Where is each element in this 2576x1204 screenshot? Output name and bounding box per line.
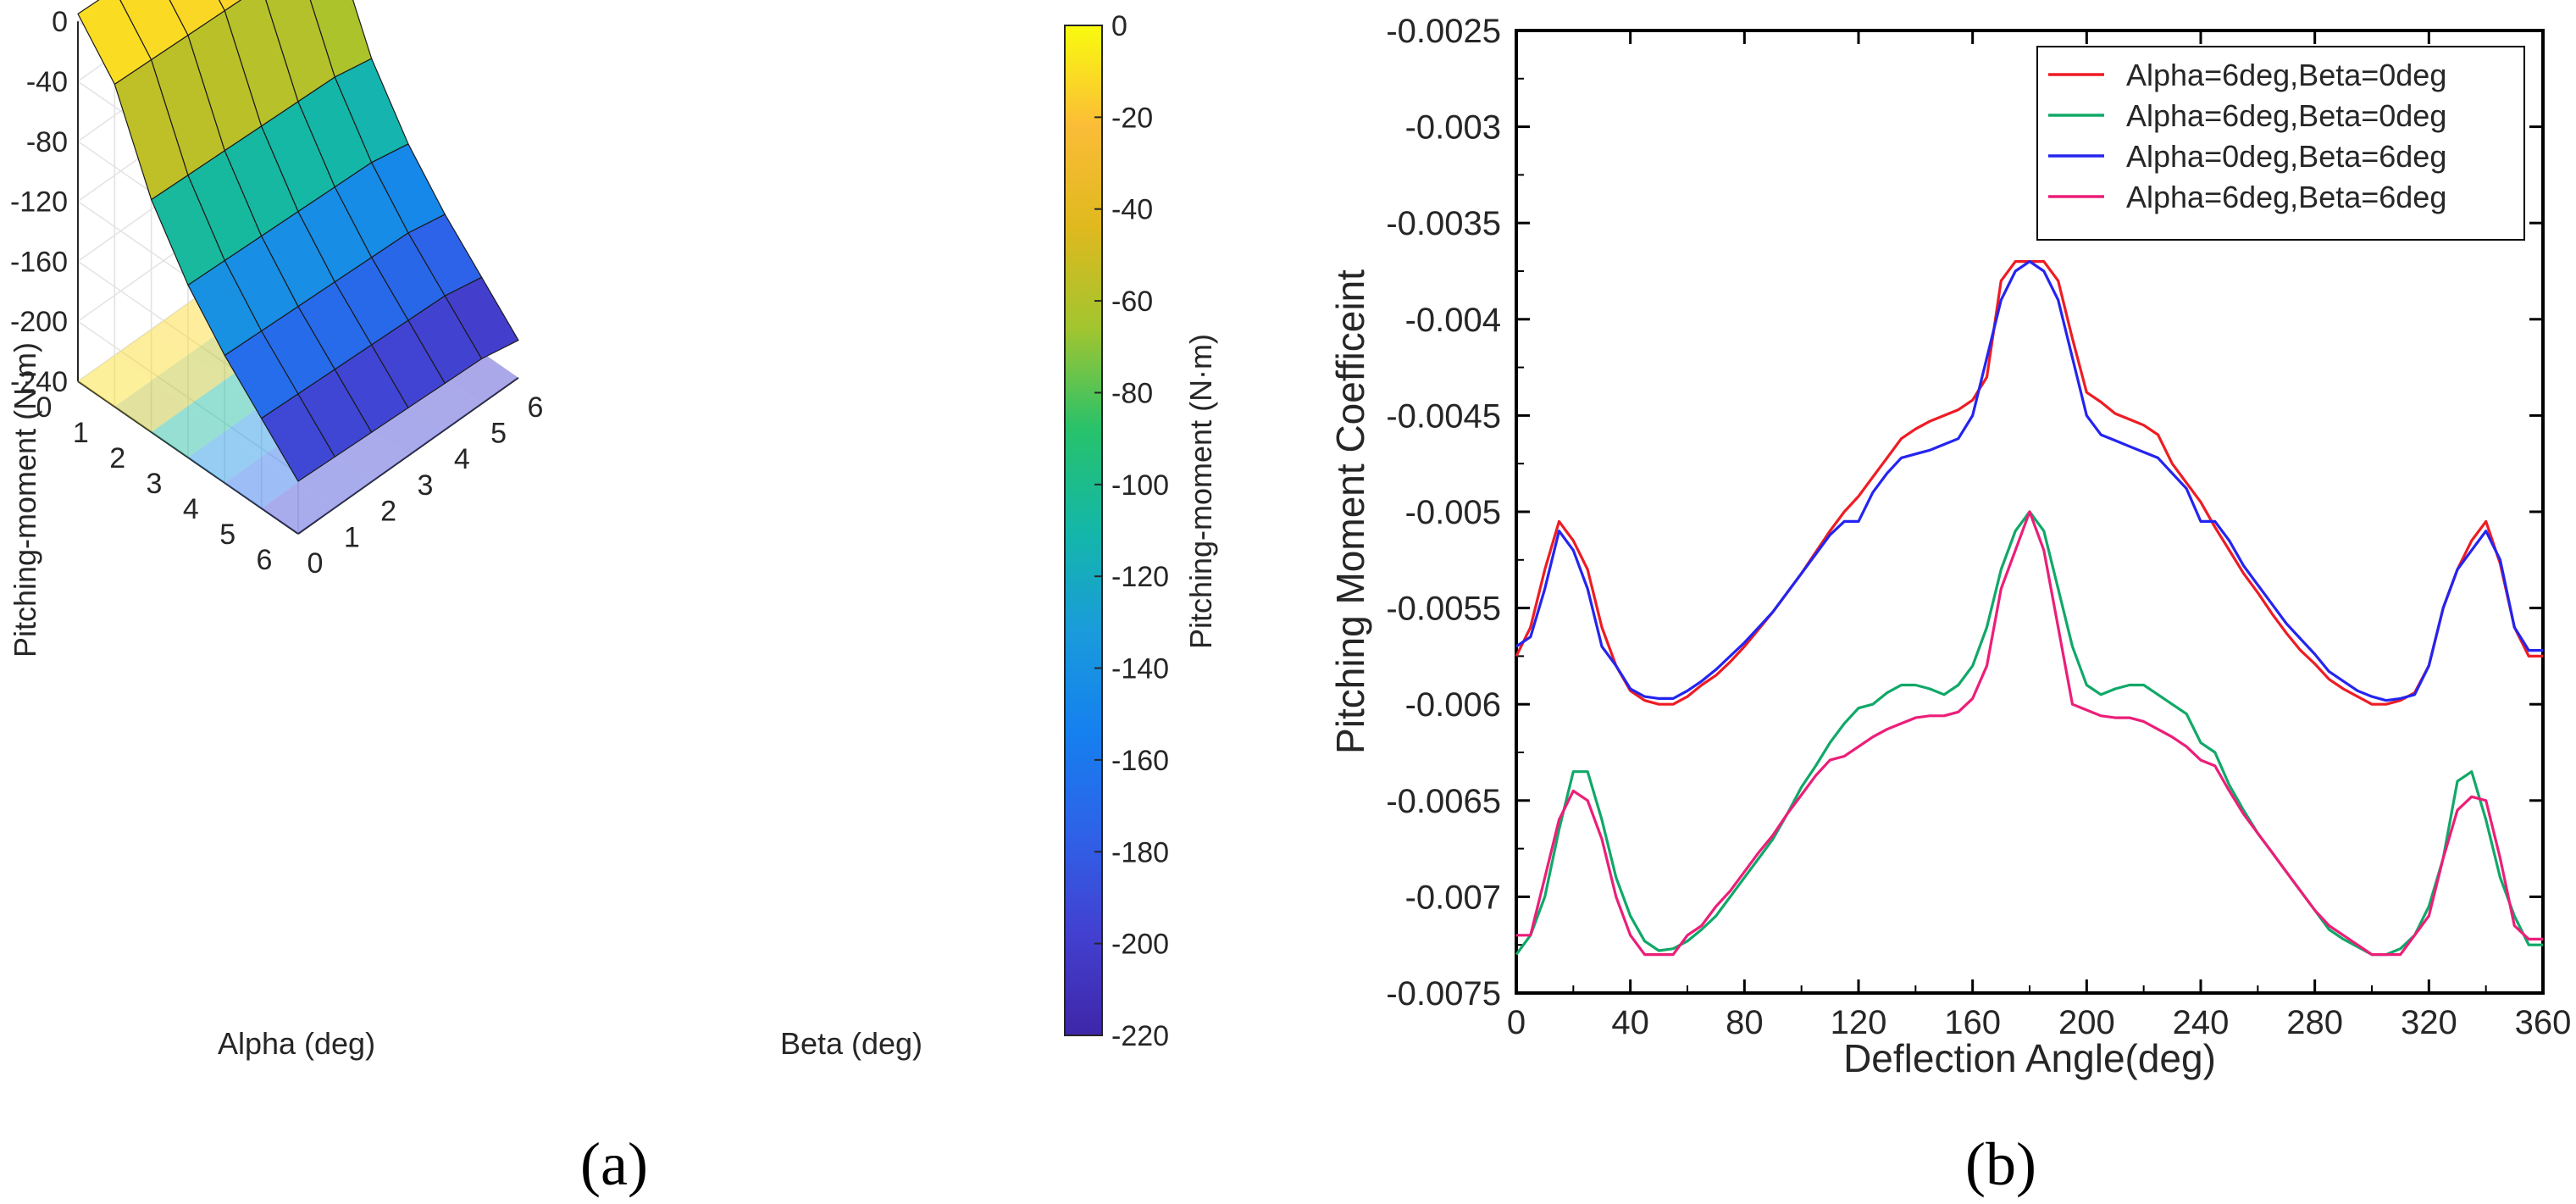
a-colorbar-label: Pitching-moment (N·m) [1183,334,1218,649]
a-floor-cell [371,404,446,456]
a-colorbar-tick-label: -60 [1111,286,1153,318]
b-xtick-label: 240 [2173,1004,2230,1041]
a-surface-cell [219,0,242,12]
a-alpha-tick-label: 1 [73,417,89,449]
a-ztick-label: 0 [52,6,68,38]
a-colorbar-tick-label: -80 [1111,377,1153,409]
b-series-line [1516,510,2543,957]
a-beta-tick-label: 0 [307,547,324,580]
a-alpha-tick-label: 5 [219,519,235,551]
a-caption: (a) [580,1130,648,1198]
a-colorbar-tick-label: -160 [1111,745,1169,777]
a-beta-tick-label: 6 [527,391,543,424]
b-ytick-label: -0.0065 [1386,783,1501,820]
a-floor-cell [224,457,298,508]
b-ytick-label: -0.004 [1405,302,1501,339]
a-colorbar-tick-label: -100 [1111,469,1169,502]
a-ztick-label: -160 [10,246,68,278]
a-alpha-tick-label: 6 [257,544,273,576]
a-floor-cell [151,354,225,407]
a-floor-cell [297,456,372,508]
a-ylabel: Alpha (deg) [218,1026,375,1061]
a-beta-tick-label: 5 [490,418,507,450]
a-colorbar-tick-label: -220 [1111,1020,1169,1052]
a-colorbar-tick-label: -200 [1111,929,1169,961]
a-colorbar-tick-label: -20 [1111,102,1153,134]
a-beta-tick-label: 2 [380,496,396,528]
a-beta-tick-label: 3 [418,469,434,502]
a-axis-line [77,380,299,535]
a-zlabel: Pitching-moment (N·m) [8,342,42,657]
a-surface-cell [444,276,519,359]
a-ztick-label: -240 [10,366,68,398]
b-xtick-label: 80 [1726,1004,1764,1041]
b-ytick-label: -0.0055 [1386,591,1501,628]
panel-b-line-chart: 0 40 80 120 160 200 240 280 320 360 -0.0025 -0.003 -… [1328,13,2571,1198]
b-legend-box [2036,46,2525,241]
a-colorbar [1064,25,1103,1036]
a-alpha-tick-label: 0 [36,391,53,424]
b-ytick-label: -0.006 [1405,686,1501,724]
b-series-line [1515,260,2543,702]
b-legend-label: Alpha=6deg,Beta=6deg [2126,180,2446,214]
b-legend: Alpha=6deg,Beta=0deg Alpha=6deg,Beta=0deg… [2036,46,2525,241]
a-ztick-label: -120 [10,186,68,219]
b-legend-label: Alpha=0deg,Beta=6deg [2126,139,2446,174]
a-colorbar-tick-label: -140 [1111,653,1169,685]
b-ytick-label: -0.003 [1405,109,1501,147]
a-floor-cell [261,482,335,534]
b-legend-label: Alpha=6deg,Beta=0deg [2126,58,2446,92]
a-alpha-tick-label: 3 [147,468,163,500]
a-colorbar-tick-label: -120 [1111,561,1169,593]
b-ytick-label: -0.0035 [1386,205,1501,242]
a-floor-cell [335,430,408,482]
b-xtick-label: 320 [2401,1004,2457,1041]
b-ytick-label: -0.0075 [1386,975,1501,1013]
b-legend-label: Alpha=6deg,Beta=0deg [2126,98,2446,133]
a-colorbar-ticks: 0 -20 -40 -60 -80 -100 -120 -140 -160 -180 -200 -22… [1094,10,1169,1052]
b-xtick-label: 280 [2286,1004,2343,1041]
a-axis-line [297,376,519,535]
b-xlabel: Deflection Angle(deg) [1843,1036,2216,1080]
b-series-lines [1515,260,2543,957]
a-ztick-label: -80 [26,126,68,158]
a-colorbar-tick-label: 0 [1111,10,1127,42]
b-ticks: 0 40 80 120 160 200 240 280 320 360 -0.0025 -0.003 -… [1386,13,2571,1041]
b-ytick-label: -0.007 [1405,879,1501,916]
b-ytick-label: -0.0045 [1386,397,1501,435]
a-colorbar-tick-label: -40 [1111,194,1153,226]
a-beta-tick-label: 1 [344,521,360,553]
b-xtick-label: 160 [1944,1004,2001,1041]
b-xtick-label: 120 [1831,1004,1887,1041]
a-alpha-tick-label: 4 [183,493,199,525]
a-ztick-label: -200 [10,306,68,338]
a-floor-cell [78,355,152,407]
b-ylabel: Pitching Moment Coefficeint [1328,269,1372,754]
b-caption: (b) [1965,1130,2036,1198]
a-floor-cell [187,431,262,483]
b-xtick-label: 0 [1507,1004,1526,1041]
b-xtick-label: 360 [2515,1004,2572,1041]
b-ytick-label: -0.0025 [1386,13,1501,50]
a-floor-cell [151,406,225,458]
a-alpha-tick-label: 2 [109,442,125,474]
a-floor-cell [445,352,518,404]
a-xlabel: Beta (deg) [780,1026,922,1061]
a-floor-cell [187,380,262,432]
a-floor-cell [407,378,482,430]
a-floor-cell [114,380,188,432]
a-floor-cell [114,329,188,381]
a-ztick-label: -40 [26,66,68,98]
a-colorbar-tick-label: -180 [1111,836,1169,868]
b-xtick-label: 200 [2058,1004,2115,1041]
a-beta-tick-label: 4 [454,443,470,475]
b-xtick-label: 40 [1611,1004,1649,1041]
a-surface [77,0,519,482]
b-ytick-label: -0.005 [1405,494,1501,531]
